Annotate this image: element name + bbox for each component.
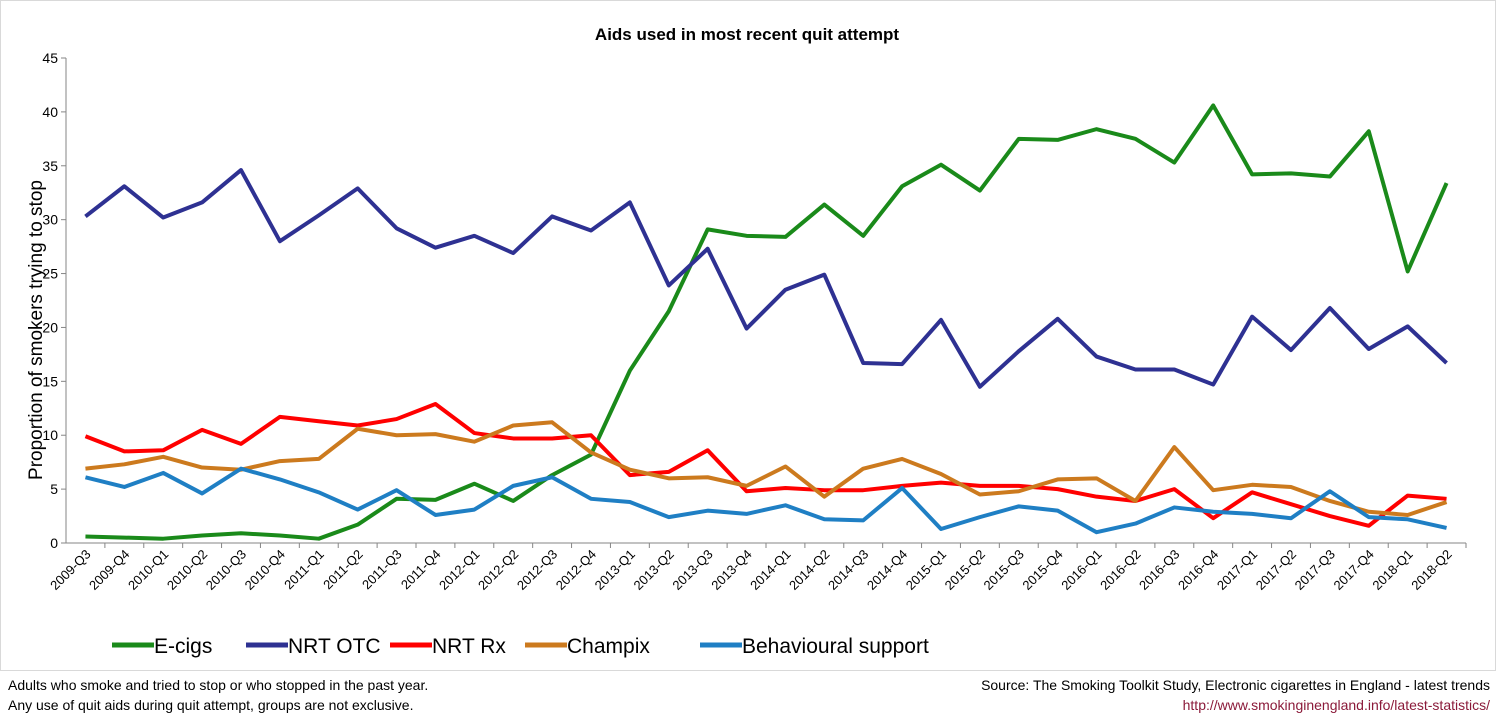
series-line [84,466,1447,535]
chart-frame [0,0,1496,671]
y-tick-label: 35 [42,158,58,174]
y-tick-label: 5 [50,481,58,497]
note: Any use of quit aids during quit attempt… [8,697,413,713]
y-tick-label: 25 [42,266,58,282]
y-tick-label: 20 [42,319,58,335]
y-tick-label: 40 [42,104,58,120]
source-url[interactable]: http://www.smokinginengland.info/latest-… [1183,697,1490,713]
series-line [84,168,1448,389]
chart-title: Aids used in most recent quit attempt [595,25,899,44]
y-axis-label: Proportion of smokers trying to stop [26,180,47,480]
legend-label: Champix [567,635,650,658]
source: Source: The Smoking Toolkit Study, Elect… [981,677,1490,693]
note: Adults who smoke and tried to stop or wh… [8,677,428,693]
y-tick-label: 45 [42,50,58,66]
series-line [85,420,1448,517]
legend-label: NRT OTC [288,635,381,658]
series-line [85,103,1449,541]
legend-label: Behavioural support [742,635,929,658]
y-tick-label: 10 [42,427,58,443]
y-tick-label: 0 [50,535,58,551]
legend-label: NRT Rx [432,635,506,658]
y-tick-label: 30 [42,212,58,228]
y-tick-label: 15 [42,373,58,389]
legend-label: E-cigs [154,635,212,658]
